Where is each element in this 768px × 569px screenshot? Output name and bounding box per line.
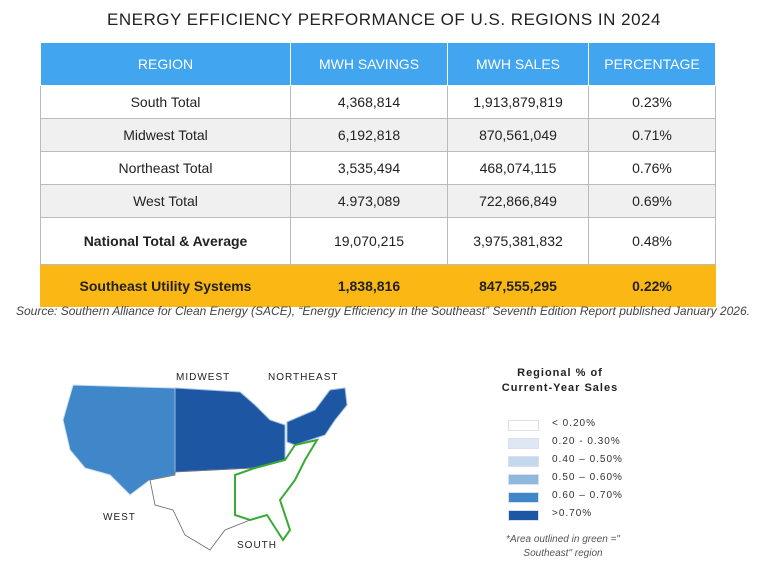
- table-cell: 0.23%: [588, 85, 716, 119]
- us-regions-map: [62, 384, 348, 551]
- label-west: WEST: [103, 512, 136, 523]
- table-cell: 0.69%: [588, 184, 716, 218]
- table-cell: 870,561,049: [447, 118, 589, 152]
- label-south: SOUTH: [237, 540, 277, 551]
- table-cell: 6,192,818: [290, 118, 448, 152]
- legend-title: Regional % of Current-Year Sales: [501, 367, 619, 394]
- col-sales: MWH SALES: [447, 42, 589, 86]
- table-cell: 4.973,089: [290, 184, 448, 218]
- page-title: ENERGY EFFICIENCY PERFORMANCE OF U.S. RE…: [107, 10, 661, 29]
- table-row: West Total 4.973,089 722,866,849 0.69%: [40, 184, 716, 218]
- table-cell: 0.48%: [588, 217, 716, 265]
- table-cell: West Total: [40, 184, 291, 218]
- table-cell: 19,070,215: [290, 217, 448, 265]
- table-cell: 1,913,879,819: [447, 85, 589, 119]
- legend-label: 0.60 – 0.70%: [552, 490, 623, 501]
- legend-label: 0.50 – 0.60%: [552, 472, 623, 483]
- legend-label: 0.40 – 0.50%: [552, 454, 623, 465]
- legend-label: 0.20 - 0.30%: [552, 436, 621, 447]
- table-cell: 847,555,295: [447, 264, 589, 307]
- region-northeast: [286, 387, 348, 446]
- table-cell: Midwest Total: [40, 118, 291, 152]
- legend-label: < 0.20%: [552, 418, 596, 429]
- label-midwest: MIDWEST: [176, 372, 231, 383]
- table-cell: 1,838,816: [290, 264, 448, 307]
- table-cell: Southeast Utility Systems: [40, 264, 291, 307]
- table-cell: 722,866,849: [447, 184, 589, 218]
- table-row: National Total & Average 19,070,215 3,975,…: [40, 217, 716, 265]
- table-cell: 4,368,814: [290, 85, 448, 119]
- table-cell: Northeast Total: [40, 151, 291, 185]
- legend-swatch: [508, 510, 539, 521]
- table-cell: 0.22%: [588, 264, 716, 307]
- source-note: Source: Southern Alliance for Clean Ener…: [16, 304, 750, 318]
- table-row: Southeast Utility Systems 1,838,816 847,55…: [40, 264, 716, 307]
- table-row: South Total 4,368,814 1,913,879,819 0.23%: [40, 85, 716, 119]
- legend-note: *Area outlined in green =" Southeast" reg…: [506, 534, 620, 559]
- legend-swatch: [508, 492, 539, 503]
- table-cell: 3,975,381,832: [447, 217, 589, 265]
- legend-swatch: [508, 456, 539, 467]
- col-savings: MWH SAVINGS: [290, 42, 448, 86]
- table-cell: National Total & Average: [40, 217, 291, 265]
- southeast-outline: [234, 438, 320, 542]
- table-cell: 0.71%: [588, 118, 716, 152]
- table-row: Northeast Total 3,535,494 468,074,115 0.76%: [40, 151, 716, 185]
- table-cell: 3,535,494: [290, 151, 448, 185]
- table-cell: South Total: [40, 85, 291, 119]
- regions-table: REGION MWH SAVINGS MWH SALES PERCENTAGE …: [40, 42, 716, 307]
- table-header: REGION MWH SAVINGS MWH SALES PERCENTAGE: [40, 42, 716, 86]
- legend-label: >0.70%: [552, 508, 593, 519]
- col-region: REGION: [40, 42, 291, 86]
- legend-swatch: [508, 474, 539, 485]
- region-midwest: [174, 387, 286, 473]
- col-percentage: PERCENTAGE: [588, 42, 716, 86]
- table-cell: 468,074,115: [447, 151, 589, 185]
- table-cell: 0.76%: [588, 151, 716, 185]
- legend-swatch: [508, 420, 539, 431]
- label-northeast: NORTHEAST: [268, 372, 339, 383]
- table-row: Midwest Total 6,192,818 870,561,049 0.71%: [40, 118, 716, 152]
- legend-swatch: [508, 438, 539, 449]
